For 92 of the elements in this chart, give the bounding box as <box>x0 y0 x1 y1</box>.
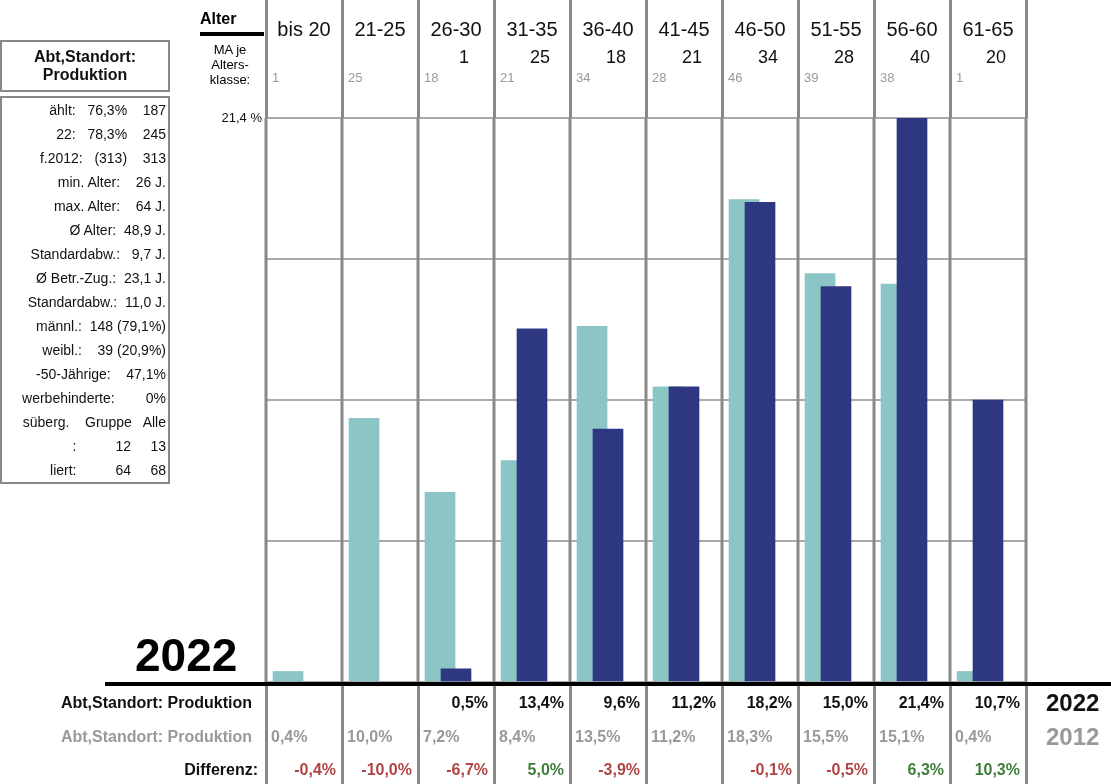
x-tick-label: 46-50 <box>734 17 786 40</box>
text: 40 <box>909 46 931 67</box>
data-label: 0,5% <box>451 694 488 712</box>
x-tick-label: 41-45 <box>658 17 710 40</box>
text: 38 <box>880 69 895 85</box>
text: min. Alter: 26 J. <box>56 173 167 192</box>
text: ählt: 76,3% 187 <box>48 101 167 120</box>
data-label: 9,6% <box>603 694 640 712</box>
x-tick-label: 31-35 <box>506 17 558 40</box>
x-axis-title: Alter <box>200 10 264 36</box>
data-label: 18,2% <box>746 694 792 712</box>
text: MA je Alters-klasse: <box>208 42 252 87</box>
text: -0,1% <box>750 761 792 779</box>
x-tick-label: 21-25 <box>354 17 406 40</box>
data-label: 15,1% <box>879 728 925 746</box>
text: 18 <box>424 69 439 85</box>
bar <box>820 286 852 682</box>
bar <box>348 418 380 682</box>
text: liert: 64 68 <box>49 461 167 480</box>
text: Standardabw.: 11,0 J. <box>26 293 167 312</box>
text: 28 <box>652 69 667 85</box>
data-label: 18,3% <box>727 728 773 746</box>
text: f.2012: (313) 313 <box>38 149 167 168</box>
text: Ø Betr.-Zug.: 23,1 J. <box>35 269 167 288</box>
text: 21 <box>681 46 703 67</box>
text: 34 <box>576 69 591 85</box>
text: : 12 13 <box>71 437 167 456</box>
text: -10,0% <box>361 761 412 779</box>
text: 1 <box>272 69 280 85</box>
y-tick-label: 21,4 % <box>221 109 263 125</box>
text: -50-Jährige: 47,1% <box>35 365 167 384</box>
bar <box>896 118 928 682</box>
series-label: 2022 <box>1046 688 1100 716</box>
text: max. Alter: 64 J. <box>52 197 167 216</box>
text: 5,0% <box>527 761 564 779</box>
data-label: 13,4% <box>518 694 564 712</box>
text: 2022 <box>135 628 238 682</box>
data-label: 8,4% <box>499 728 536 746</box>
text: 25 <box>529 46 551 67</box>
bar <box>744 202 776 682</box>
text: werbehinderte: 0% <box>21 389 167 408</box>
bar <box>272 671 304 682</box>
data-label: 11,2% <box>651 728 696 746</box>
data-label: 0,4% <box>955 728 992 746</box>
text: -3,9% <box>598 761 640 779</box>
text: 39 <box>804 69 819 85</box>
text: -6,7% <box>446 761 488 779</box>
text: männl.: 148 (79,1%) <box>35 317 167 336</box>
x-tick-label: 56-60 <box>886 17 938 40</box>
data-label: 10,7% <box>974 694 1020 712</box>
data-label: 15,5% <box>803 728 849 746</box>
text: Abt,Standort: Produktion <box>60 728 252 746</box>
text: 28 <box>833 46 855 67</box>
bar <box>972 399 1004 682</box>
bar <box>516 328 548 682</box>
text: 1 <box>956 69 964 85</box>
bar <box>440 668 472 682</box>
text: -0,4% <box>294 761 336 779</box>
data-label: 0,4% <box>271 728 308 746</box>
data-label: 15,0% <box>822 694 868 712</box>
text: Standardabw.: 9,7 J. <box>29 245 167 264</box>
text: süberg. Gruppe Alle <box>21 413 167 432</box>
text: Abt,Standort: Produktion <box>0 40 170 92</box>
text: Ø Alter: 48,9 J. <box>68 221 167 240</box>
text: 25 <box>348 69 363 85</box>
x-tick-label: bis 20 <box>277 17 331 40</box>
bar <box>592 428 624 682</box>
text: 10,3% <box>974 761 1020 779</box>
data-label: 10,0% <box>347 728 393 746</box>
data-label: 7,2% <box>423 728 460 746</box>
text: Differenz: <box>184 761 258 779</box>
data-label: 21,4% <box>898 694 944 712</box>
text: 18 <box>605 46 627 67</box>
text: Abt,Standort: Produktion <box>60 694 252 712</box>
text: 21 <box>500 69 515 85</box>
x-tick-label: 36-40 <box>582 17 634 40</box>
text: 1 <box>458 46 470 67</box>
text: weibl.: 39 (20,9%) <box>41 341 167 360</box>
text: 2012 <box>1046 722 1100 750</box>
data-label: 13,5% <box>575 728 621 746</box>
x-tick-label: 51-55 <box>810 17 862 40</box>
data-label: 11,2% <box>671 694 716 712</box>
text: 20 <box>985 46 1007 67</box>
text: 34 <box>757 46 779 67</box>
text: 22: 78,3% 245 <box>55 125 167 144</box>
x-tick-label: 61-65 <box>962 17 1014 40</box>
x-tick-label: 26-30 <box>430 17 482 40</box>
text: 6,3% <box>907 761 944 779</box>
text: -0,5% <box>826 761 868 779</box>
bar <box>424 491 456 682</box>
text: 46 <box>728 69 743 85</box>
bar <box>668 386 700 682</box>
